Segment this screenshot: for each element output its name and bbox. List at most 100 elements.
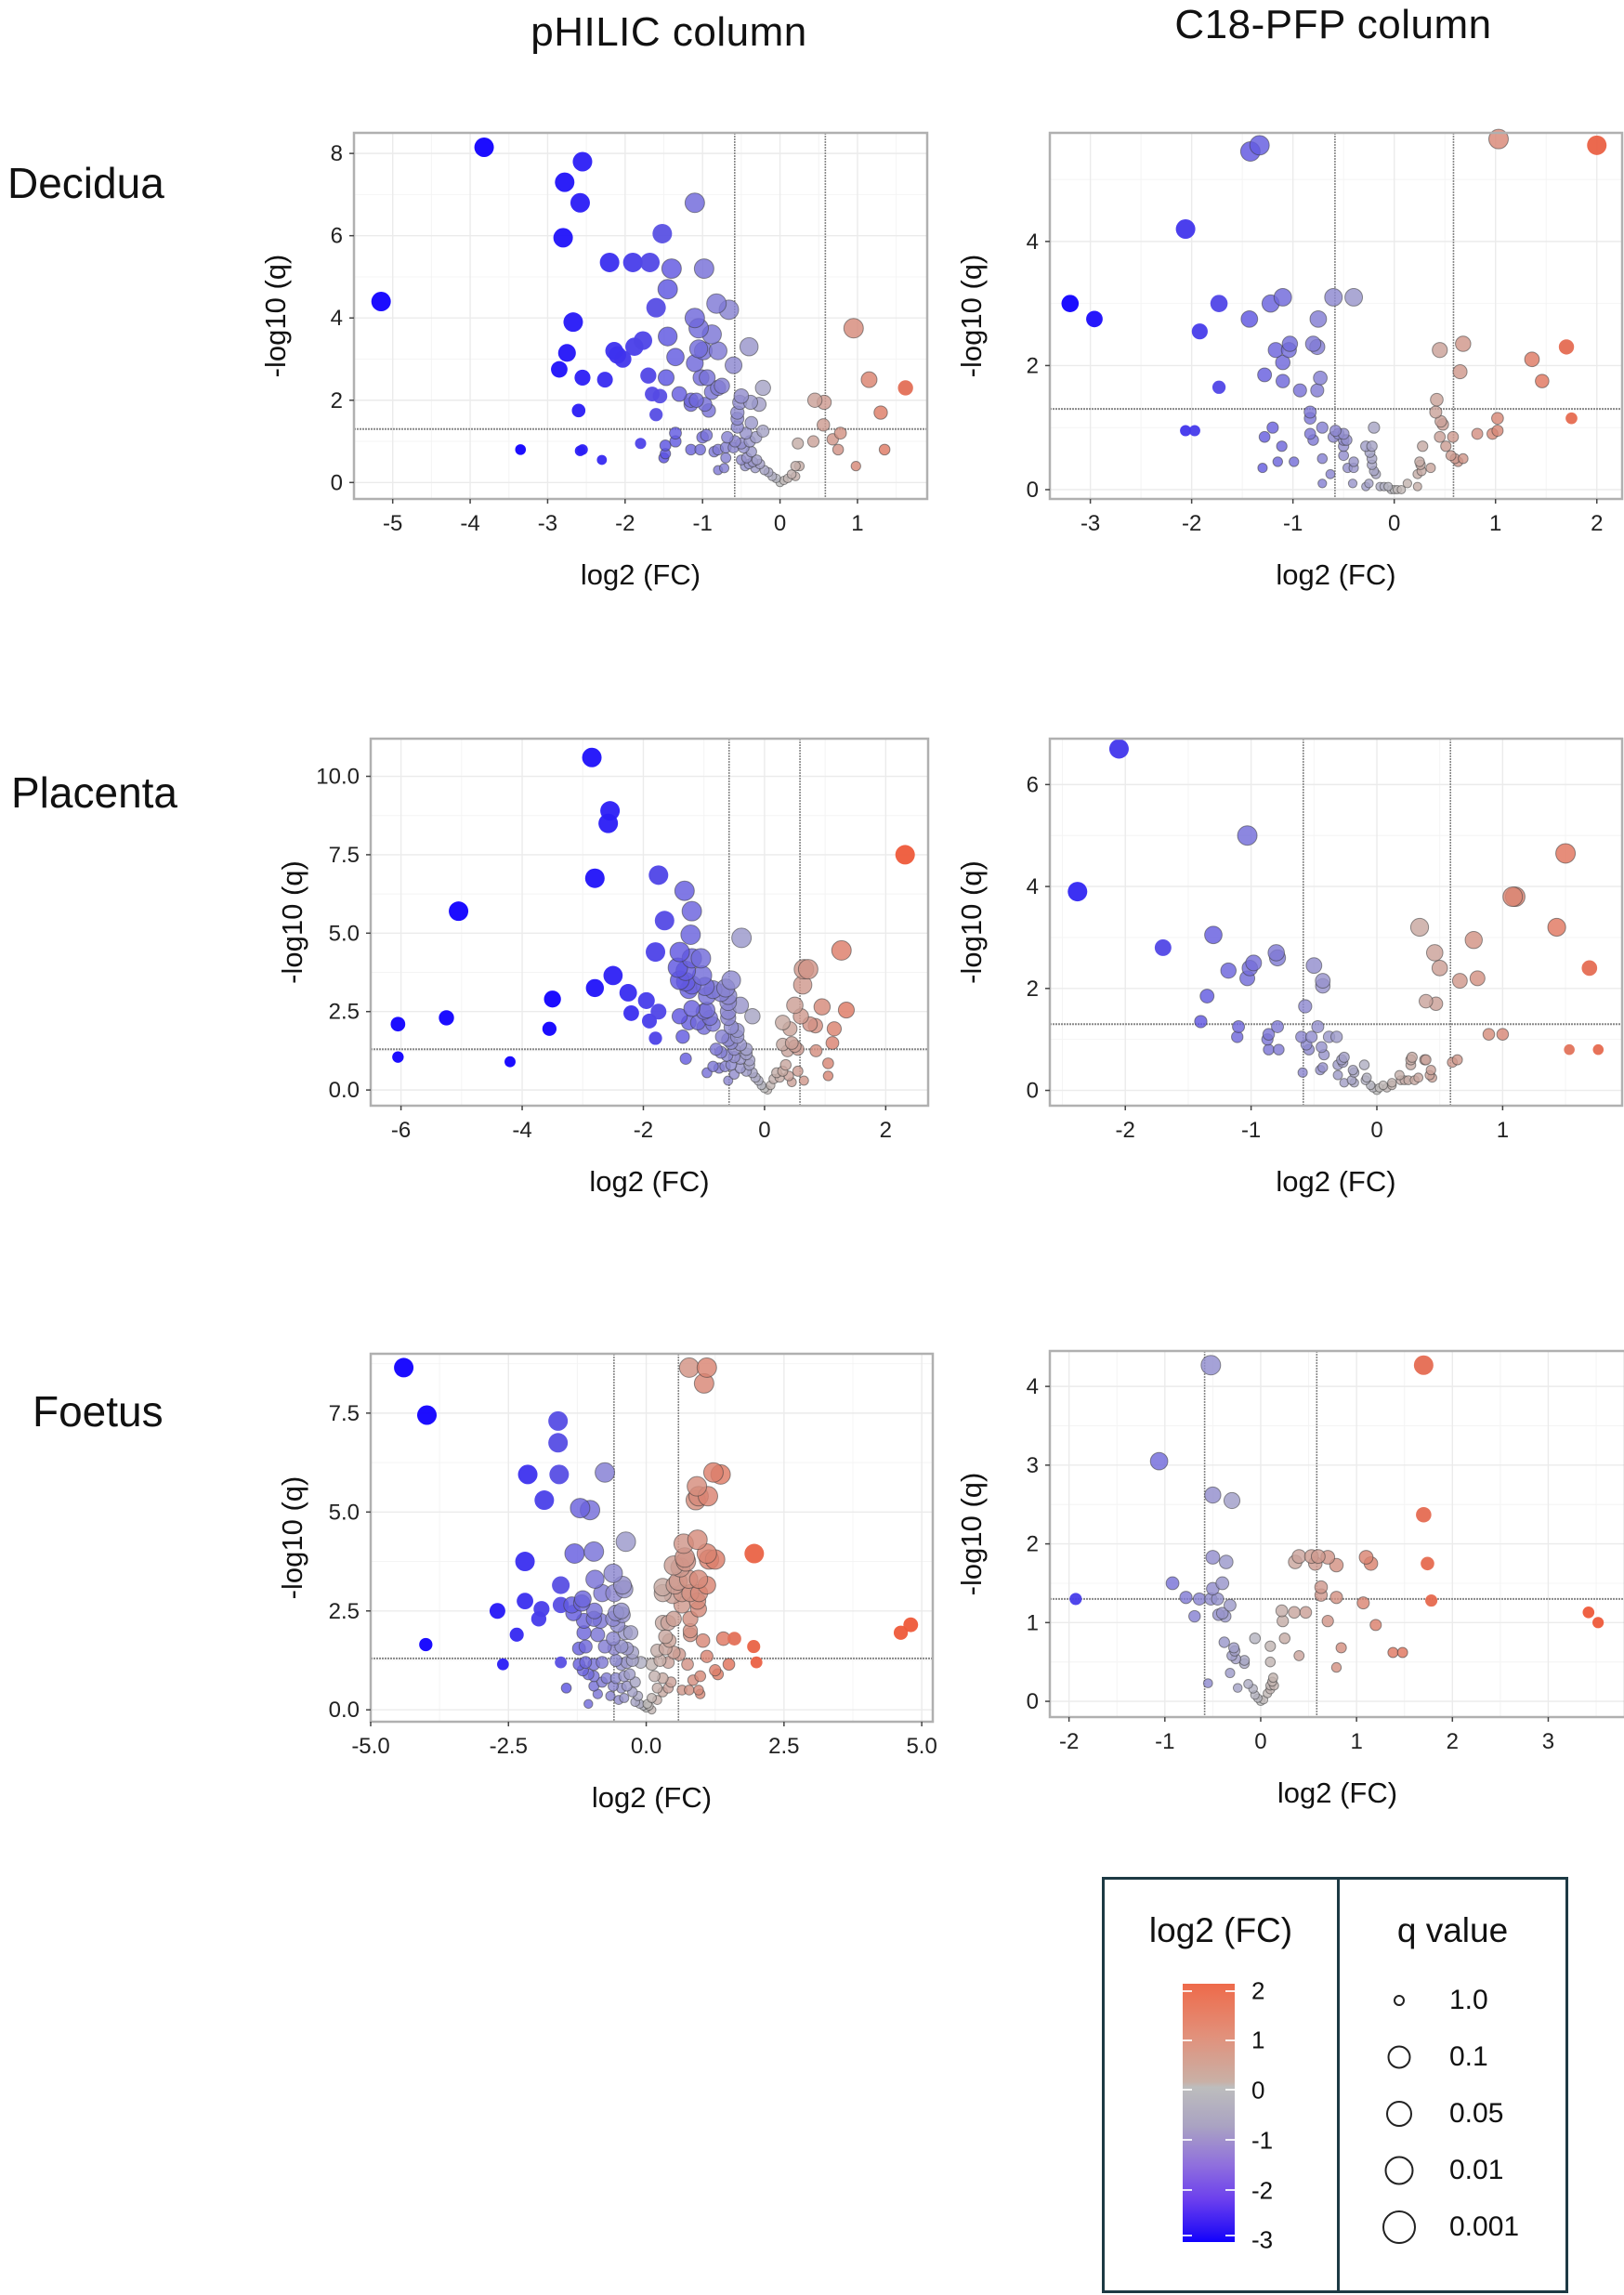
data-point — [1592, 1617, 1604, 1629]
y-tick-label: 0.0 — [329, 1078, 360, 1103]
data-point — [792, 437, 805, 450]
data-point — [1414, 456, 1425, 467]
data-point — [605, 1690, 616, 1701]
data-point — [553, 228, 573, 248]
data-point — [1175, 219, 1196, 240]
data-point — [671, 1008, 688, 1025]
data-point — [813, 998, 832, 1016]
data-point — [489, 1603, 505, 1620]
color-legend: log2 (FC) 2 1 0 -1 -2 -3 — [1105, 1880, 1340, 2290]
data-point — [1581, 960, 1598, 977]
colorbar-label: 0 — [1251, 2076, 1265, 2105]
data-point — [646, 297, 666, 318]
data-point — [1303, 427, 1316, 440]
data-point — [895, 845, 915, 865]
size-legend: q value 1.0 0.1 0.05 0.01 0.001 — [1340, 1880, 1565, 2290]
data-point — [727, 1632, 741, 1646]
y-axis-title: -log10 (q) — [259, 255, 292, 378]
data-point — [1194, 1015, 1208, 1029]
data-point — [1149, 1451, 1169, 1471]
data-point — [1271, 1019, 1285, 1033]
data-point — [1188, 1609, 1201, 1623]
x-tick-label: 0 — [1388, 511, 1400, 536]
volcano-plot-foetus-c18pfp: -2 -1 0 1 2 3 0 1 2 3 4 log2 (FC) -log10 (q) — [955, 1349, 1624, 1809]
data-point — [1329, 1591, 1343, 1605]
x-tick-label: 1 — [1497, 1118, 1509, 1143]
data-point — [708, 341, 727, 361]
x-tick-label: -1 — [1155, 1729, 1174, 1754]
data-point — [1330, 1661, 1342, 1673]
size-legend-label: 0.1 — [1449, 2041, 1488, 2072]
data-point — [1338, 450, 1350, 462]
data-point — [615, 1531, 636, 1553]
data-point — [1487, 128, 1509, 150]
data-point — [695, 1633, 711, 1648]
data-point — [1406, 1051, 1418, 1063]
data-point — [584, 868, 605, 888]
data-point — [1434, 430, 1447, 443]
data-point — [619, 1692, 630, 1703]
x-tick-label: 2.5 — [768, 1734, 799, 1759]
y-tick-label: 5.0 — [329, 921, 360, 946]
data-point — [1432, 342, 1448, 359]
plot-frame — [1048, 737, 1624, 1108]
x-tick-label: -2 — [615, 511, 635, 536]
data-point — [1482, 1028, 1496, 1041]
data-point — [806, 392, 823, 408]
x-tick-label: 3 — [1542, 1729, 1554, 1754]
data-points — [1069, 1355, 1604, 1707]
data-point — [1267, 944, 1286, 962]
data-point — [1402, 479, 1413, 489]
data-point — [684, 192, 705, 214]
data-point — [718, 463, 730, 474]
data-points — [371, 137, 913, 488]
data-point — [1211, 380, 1226, 394]
data-point — [1263, 1043, 1275, 1056]
data-point — [533, 1601, 550, 1618]
data-point — [1491, 412, 1504, 426]
x-tick-label: 0 — [1254, 1729, 1266, 1754]
y-axis-title: -log10 (q) — [955, 255, 988, 378]
data-point — [1396, 484, 1407, 494]
data-point — [1420, 1054, 1432, 1066]
data-point — [1425, 463, 1436, 474]
data-point — [1218, 1636, 1230, 1648]
data-point — [669, 941, 690, 963]
data-point — [515, 444, 527, 455]
data-point — [688, 1569, 709, 1589]
data-point — [1313, 370, 1328, 386]
data-point — [1412, 481, 1422, 492]
data-point — [1304, 335, 1322, 352]
data-point — [570, 1498, 591, 1519]
data-point — [544, 990, 561, 1008]
data-point — [731, 927, 753, 949]
volcano-plot-decidua-philic: -5 -4 -3 -2 -1 0 1 0 2 4 6 8 log2 (FC) -log10 (q) — [259, 131, 929, 591]
x-axis-title: log2 (FC) — [592, 1781, 712, 1814]
colorbar-label: 1 — [1251, 2026, 1265, 2054]
data-point — [1445, 450, 1457, 462]
data-point — [1316, 421, 1329, 434]
x-tick-label: -5 — [383, 511, 402, 536]
x-tick-label: -2 — [1059, 1729, 1079, 1754]
data-point — [688, 339, 709, 359]
data-point — [1288, 1606, 1301, 1620]
x-tick-label: -1 — [693, 511, 713, 536]
data-point — [1273, 1043, 1285, 1056]
data-point — [623, 1668, 636, 1681]
data-point — [693, 1685, 704, 1696]
data-point — [744, 1008, 761, 1025]
data-points — [1067, 739, 1604, 1095]
data-point — [606, 1631, 621, 1646]
data-point — [1240, 309, 1259, 328]
data-point — [596, 1656, 609, 1670]
data-point — [640, 252, 661, 272]
data-point — [809, 1043, 823, 1057]
gridlines — [371, 739, 928, 1106]
data-point — [648, 1670, 661, 1683]
data-point — [652, 223, 673, 243]
data-point — [1419, 993, 1434, 1009]
data-point — [702, 1462, 724, 1483]
data-point — [724, 356, 743, 374]
data-point — [583, 1698, 594, 1710]
x-tick-label: -1 — [1283, 511, 1303, 536]
